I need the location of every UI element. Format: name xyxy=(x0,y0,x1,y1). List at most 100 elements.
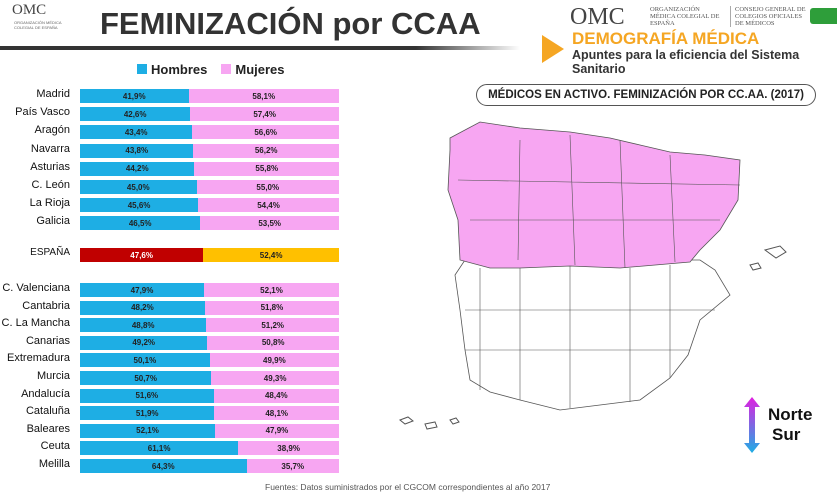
bar-row: 46,5% 53,5% xyxy=(80,216,339,231)
spain-map xyxy=(399,121,787,430)
map-region-baleares xyxy=(749,245,787,271)
bar-row: 45,6% 54,4% xyxy=(80,198,339,213)
source-note: Fuentes: Datos suministrados por el CGCO… xyxy=(265,482,551,492)
category-label: País Vasco xyxy=(15,106,70,119)
chart-legend: Hombres Mujeres xyxy=(137,62,285,77)
bar-hombres: 51,9% xyxy=(80,406,215,421)
category-label: Ceuta xyxy=(40,440,70,453)
bar-mujeres: 50,8% xyxy=(207,335,339,350)
bar-mujeres: 38,9% xyxy=(238,441,339,456)
bar-mujeres: 57,4% xyxy=(190,107,339,122)
omc-logo-subtext: ORGANIZACIÓN MÉDICA COLEGIAL DE ESPAÑA xyxy=(14,20,62,30)
bar-mujeres: 51,2% xyxy=(206,318,339,333)
bar-mujeres: 54,4% xyxy=(198,198,339,213)
bar-hombres: 43,8% xyxy=(80,143,194,158)
map-region-north-feminized xyxy=(447,121,741,269)
bar-hombres: 43,4% xyxy=(80,125,193,140)
bar-hombres: 42,6% xyxy=(80,107,191,122)
category-label: C. Valenciana xyxy=(2,282,70,294)
bar-mujeres: 55,8% xyxy=(194,161,339,176)
category-label: Canarias xyxy=(25,334,70,347)
bar-hombres: 47,9% xyxy=(80,283,205,297)
category-label: Murcia xyxy=(36,370,70,382)
omc-logo-small: OMC xyxy=(12,2,47,18)
category-label: ESPAÑA xyxy=(30,247,70,258)
bar-hombres: 50,1% xyxy=(80,353,210,368)
bar-hombres: 51,6% xyxy=(80,388,214,403)
map-title: MÉDICOS EN ACTIVO. FEMINIZACIÓN POR CC.A… xyxy=(476,84,816,106)
map-region-south xyxy=(454,259,731,411)
bar-row: 43,4% 56,6% xyxy=(80,125,339,140)
bar-row: 45,0% 55,0% xyxy=(80,180,339,194)
bar-hombres: 45,0% xyxy=(80,180,197,194)
demografia-subtitle: Apuntes para la eficiencia del Sistema S… xyxy=(572,48,800,76)
bar-mujeres: 51,8% xyxy=(204,300,339,315)
bar-mujeres: 49,3% xyxy=(211,371,339,385)
category-label: C. La Mancha xyxy=(1,317,70,330)
org-name: ORGANIZACIÓN MÉDICA COLEGIAL DE ESPAÑA xyxy=(650,6,720,27)
category-label: Melilla xyxy=(38,458,70,470)
bar-mujeres: 53,5% xyxy=(200,216,339,231)
sur-label: Sur xyxy=(772,425,801,444)
bar-row: 52,1% 47,9% xyxy=(80,423,339,438)
category-label: Navarra xyxy=(30,142,70,155)
bar-mujeres: 52,1% xyxy=(204,283,339,297)
bar-row: 42,6% 57,4% xyxy=(80,107,339,122)
bar-hombres: 64,3% xyxy=(80,459,247,473)
category-label: C. León xyxy=(31,179,70,191)
page-title: FEMINIZACIÓN por CCAA xyxy=(100,6,481,41)
bar-hombres: 49,2% xyxy=(80,335,208,350)
legend-label: Mujeres xyxy=(235,62,285,77)
bar-hombres: 52,1% xyxy=(80,423,215,438)
category-label: Madrid xyxy=(36,88,70,100)
bar-row: 47,9% 52,1% xyxy=(80,283,339,297)
legend-hombres: Hombres xyxy=(137,62,207,77)
category-label: Galicia xyxy=(36,215,70,228)
bar-row: 50,1% 49,9% xyxy=(80,353,339,368)
bar-row: 49,2% 50,8% xyxy=(80,335,339,350)
category-label: Cantabria xyxy=(22,299,70,312)
bar-mujeres: 48,4% xyxy=(213,388,339,403)
consejo-name: CONSEJO GENERAL DE COLEGIOS OFICIALES DE… xyxy=(730,6,810,27)
category-label: Andalucía xyxy=(21,387,70,400)
bar-row: 41,9% 58,1% xyxy=(80,89,339,103)
bar-hombres: 48,2% xyxy=(80,300,205,315)
bar-mujeres: 49,9% xyxy=(209,353,339,368)
north-south-label: Norte Sur xyxy=(768,405,812,445)
demografia-title: DEMOGRAFÍA MÉDICA xyxy=(572,29,760,48)
bar-mujeres: 35,7% xyxy=(246,459,339,473)
bar-row: 51,9% 48,1% xyxy=(80,406,339,421)
legend-label: Hombres xyxy=(151,62,208,77)
category-label: Extremadura xyxy=(7,352,70,365)
cgcom-logo xyxy=(810,8,837,24)
bar-row: 48,8% 51,2% xyxy=(80,318,339,333)
bar-row: 47,6% 52,4% xyxy=(80,248,339,262)
category-label: Asturias xyxy=(30,160,70,173)
bar-row: 51,6% 48,4% xyxy=(80,388,339,403)
bar-mujeres: 52,4% xyxy=(203,248,339,262)
bar-mujeres: 56,2% xyxy=(193,143,339,158)
category-label: Baleares xyxy=(26,422,70,435)
bar-mujeres: 58,1% xyxy=(188,89,339,103)
legend-mujeres: Mujeres xyxy=(221,62,285,77)
bar-row: 48,2% 51,8% xyxy=(80,300,339,315)
header: OMC ORGANIZACIÓN MÉDICA COLEGIAL DE ESPA… xyxy=(0,0,837,76)
bar-row: 61,1% 38,9% xyxy=(80,441,339,456)
bar-mujeres: 47,9% xyxy=(214,423,339,438)
north-south-arrow-icon xyxy=(744,397,760,453)
bar-row: 44,2% 55,8% xyxy=(80,161,339,176)
bar-hombres: 46,5% xyxy=(80,216,201,231)
bar-hombres: 44,2% xyxy=(80,161,195,176)
bar-mujeres: 48,1% xyxy=(214,406,339,421)
norte-label: Norte xyxy=(768,405,813,424)
bar-mujeres: 55,0% xyxy=(196,180,339,194)
bar-hombres: 48,8% xyxy=(80,318,207,333)
title-rule xyxy=(0,46,520,50)
bar-hombres: 41,9% xyxy=(80,89,189,103)
bar-row: 50,7% 49,3% xyxy=(80,371,339,385)
category-label: Cataluña xyxy=(25,405,70,418)
map-region-canarias xyxy=(399,416,460,430)
bar-hombres: 45,6% xyxy=(80,198,199,213)
bar-hombres: 47,6% xyxy=(80,248,204,262)
category-label: La Rioja xyxy=(29,197,70,210)
